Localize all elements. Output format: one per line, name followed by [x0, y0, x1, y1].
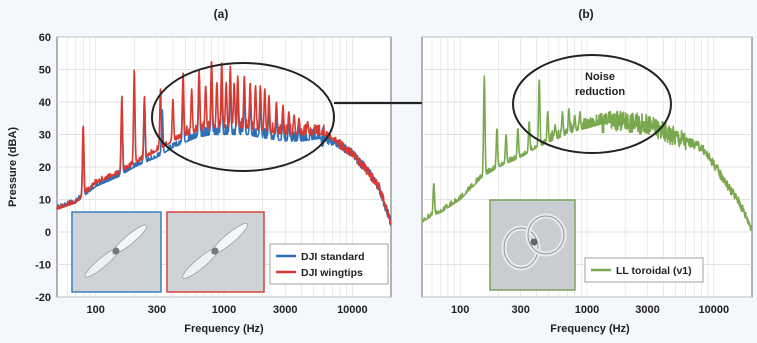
panel-b-series [421, 75, 753, 231]
b-x-tick-label-0: 100 [451, 304, 469, 316]
b-x-tick-label-1: 300 [512, 304, 530, 316]
a-y-tick-label-5: 30 [39, 130, 51, 142]
toroidal-propeller-inset [489, 199, 576, 291]
panel-b-x-axis-label: Frequency (Hz) [550, 323, 630, 335]
panel-a-series [56, 61, 392, 227]
a-x-tick-label-2: 1000 [212, 304, 236, 316]
dji-standard-propeller-inset [71, 211, 162, 293]
panel-a-y-axis-label: Pressure (dBA) [7, 127, 19, 207]
b-x-tick-label-3: 3000 [635, 304, 659, 316]
b-x-tick-label-2: 1000 [575, 304, 599, 316]
panel-a: (a) -20 -10 0 10 20 30 40 50 60 100 300 1000 3000 100… [7, 7, 392, 335]
a-x-tick-label-4: 10000 [337, 304, 368, 316]
a-series-dji-wingtips [56, 61, 392, 226]
legend-label-dji-wingtips: DJI wingtips [301, 267, 363, 279]
a-y-tick-label-2: 0 [45, 227, 51, 239]
a-y-tick-label-7: 50 [39, 65, 51, 77]
a-x-tick-label-0: 100 [86, 304, 104, 316]
panel-a-highlight-ellipse [151, 62, 335, 172]
panel-b-highlight-ellipse [512, 54, 672, 154]
panel-a-grid [57, 36, 391, 298]
panel-a-legend: DJI standard DJI wingtips [269, 243, 389, 285]
a-y-tick-label-6: 40 [39, 97, 51, 109]
legend-label-ll-toroidal: LL toroidal (v1) [616, 265, 692, 277]
a-x-tick-label-1: 300 [148, 304, 166, 316]
annotation-noise: Noise [585, 71, 615, 83]
panel-a-x-axis-label: Frequency (Hz) [184, 323, 264, 335]
b-series-ll-toroidal-v1- [421, 75, 753, 231]
a-y-tick-label-8: 60 [39, 32, 51, 44]
annotation-reduction: reduction [575, 86, 625, 98]
a-x-tick-label-3: 3000 [273, 304, 297, 316]
panel-a-label: (a) [214, 7, 229, 21]
panel-b: (b) 100 300 1000 3000 10000 Noise reduction … [421, 7, 753, 335]
panel-b-ticks: 100 300 1000 3000 10000 [451, 304, 729, 316]
a-y-tick-label-0: -20 [35, 292, 51, 304]
panel-b-label: (b) [578, 7, 593, 21]
panel-b-legend: LL toroidal (v1) [584, 257, 704, 283]
legend-label-dji-standard: DJI standard [301, 251, 365, 263]
a-series-dji-standard [56, 75, 392, 227]
panel-a-ticks: -20 -10 0 10 20 30 40 50 60 100 300 1000 3000 10000 [35, 32, 368, 316]
dji-wingtips-propeller-inset [166, 211, 265, 293]
a-y-tick-label-4: 20 [39, 162, 51, 174]
a-y-tick-label-1: -10 [35, 260, 51, 272]
b-x-tick-label-4: 10000 [699, 304, 730, 316]
a-y-tick-label-3: 10 [39, 195, 51, 207]
